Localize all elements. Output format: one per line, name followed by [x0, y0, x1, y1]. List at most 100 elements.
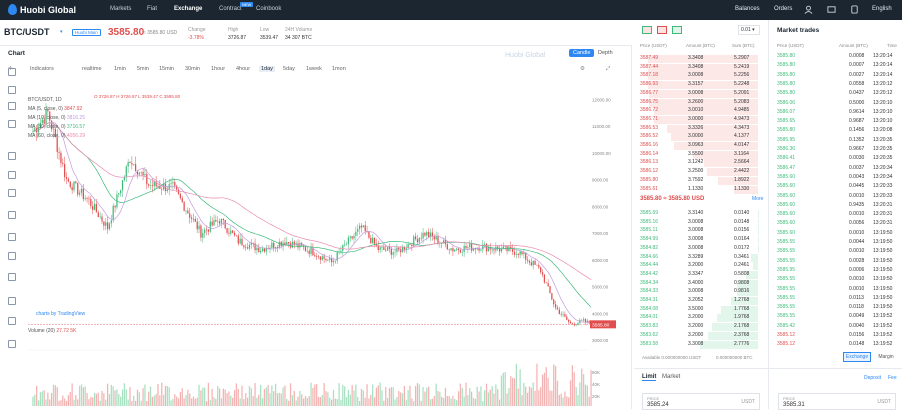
exchange-tab[interactable]: Exchange — [843, 352, 871, 362]
buy-price-input[interactable]: PRICE 3585.24 USDT — [642, 393, 760, 410]
bid-row[interactable]: 3583.83 3.2000 2.1768 — [634, 323, 766, 332]
bid-row[interactable]: 3584.44 3.2000 0.2461 — [634, 262, 766, 271]
view-asks-icon[interactable] — [657, 26, 667, 34]
trash-icon[interactable] — [8, 340, 16, 348]
language-select[interactable]: English — [872, 6, 892, 12]
tb-30min[interactable]: 30min — [185, 66, 200, 72]
arrow-back-icon[interactable] — [8, 211, 16, 219]
tb-4hour[interactable]: 4hour — [236, 66, 251, 72]
market-tab[interactable]: Market — [662, 374, 681, 380]
settings-icon[interactable]: ⚙ — [580, 66, 585, 72]
nav-markets[interactable]: Markets — [110, 6, 132, 12]
bid-row[interactable]: 3584.31 3.2052 1.2768 — [634, 297, 766, 305]
download-icon[interactable] — [850, 5, 859, 14]
volume-bar — [340, 399, 342, 406]
bid-row[interactable]: 3584.82 3.0008 0.0172 — [640, 244, 758, 253]
tb-15min[interactable]: 15min — [159, 66, 174, 72]
bid-row[interactable]: 3585.11 3.0008 0.0156 — [640, 227, 758, 236]
ask-row[interactable]: 3585.80 3.7592 1.8922 — [634, 176, 766, 185]
tb-indicators[interactable]: Indicators — [30, 66, 54, 72]
tb-realtime[interactable]: realtime — [82, 66, 102, 72]
ask-row[interactable]: 3586.71 3.0000 4.9473 — [634, 115, 766, 124]
candle-body — [573, 324, 575, 326]
ask-row[interactable]: 3586.14 3.5500 3.1164 — [634, 150, 766, 159]
nav-orders[interactable]: Orders — [774, 6, 793, 12]
pitchfork-icon[interactable] — [8, 171, 16, 179]
limit-tab[interactable]: Limit — [642, 374, 657, 381]
lock-icon[interactable] — [8, 297, 16, 305]
crosshair-icon[interactable]: ✛ — [8, 66, 13, 72]
nav-coinbook[interactable]: Coinbook — [256, 6, 282, 12]
volume-bar — [293, 390, 295, 406]
bid-row[interactable]: 3585.16 3.0008 0.0148 — [640, 218, 758, 227]
volume-bar — [97, 392, 99, 406]
sell-price-input[interactable]: PRICE 3585.31 USDT — [778, 393, 896, 410]
candlestick-chart[interactable]: 12000.00 11000.00 10000.00 9000.00 8000.00 70… — [28, 78, 620, 408]
ask-row[interactable]: 3586.16 3.0963 4.0147 — [634, 142, 766, 150]
view-bids-icon[interactable] — [672, 26, 682, 34]
ruler-icon[interactable] — [8, 233, 16, 241]
fib-icon[interactable] — [8, 189, 16, 197]
cursor-icon[interactable] — [8, 68, 16, 76]
bid-row[interactable]: 3584.99 3.0008 0.0164 — [640, 236, 758, 245]
pencil-icon[interactable] — [8, 120, 16, 128]
nav-fiat[interactable]: Fiat — [147, 6, 158, 12]
message-icon[interactable] — [827, 5, 836, 14]
candle-body — [459, 250, 462, 253]
bid-row[interactable]: 3585.69 3.3140 0.0140 — [640, 210, 758, 218]
tradingview-link[interactable]: charts by TradingView — [36, 311, 86, 317]
magnet-icon[interactable] — [8, 273, 16, 281]
ask-row[interactable]: 3586.52 3.0000 4.1377 — [634, 133, 766, 142]
nav-balances[interactable]: Balances — [735, 6, 760, 12]
chevron-down-icon[interactable]: ▾ — [60, 29, 63, 35]
trendline-icon[interactable] — [8, 86, 16, 94]
ask-row[interactable]: 3587.44 3.3408 5.2419 — [634, 63, 766, 72]
bid-row[interactable]: 3584.42 3.3347 0.5808 — [634, 270, 766, 279]
bid-row[interactable]: 3584.34 3.4000 0.9808 — [634, 279, 766, 288]
zoom-icon[interactable] — [8, 252, 16, 260]
brush-icon[interactable] — [8, 102, 16, 110]
ask-row[interactable]: 3586.12 3.2500 2.4422 — [634, 168, 766, 177]
ask-row[interactable]: 3586.13 3.1242 2.5664 — [634, 159, 766, 168]
deposit-link[interactable]: Deposit — [864, 375, 881, 381]
bid-row[interactable]: 3584.66 3.3289 0.3461 — [634, 253, 766, 262]
tb-1week[interactable]: 1week — [306, 66, 322, 72]
view-both-icon[interactable] — [642, 26, 652, 34]
fullscreen-icon[interactable]: ⤢ — [606, 66, 611, 72]
ask-row[interactable]: 3585.61 1.1330 1.1330 — [634, 185, 766, 194]
nav-exchange[interactable]: Exchange — [174, 6, 203, 12]
ask-row[interactable]: 3586.53 3.3326 4.3473 — [634, 124, 766, 133]
ask-row[interactable]: 3586.75 3.2600 5.2083 — [634, 98, 766, 107]
volume-bar — [448, 395, 450, 406]
bid-row[interactable]: 3584.08 3.5000 1.7768 — [634, 305, 766, 314]
user-icon[interactable] — [804, 5, 813, 14]
nav-contract[interactable]: Contract — [219, 6, 242, 12]
bid-row[interactable]: 3584.33 3.0008 0.9816 — [634, 288, 766, 297]
pair-selector[interactable]: BTC/USDT — [4, 27, 50, 37]
candle-button[interactable]: Candle — [569, 49, 595, 57]
tb-1min[interactable]: 1min — [114, 66, 126, 72]
more-link[interactable]: More — [752, 196, 764, 202]
fee-link[interactable]: Fee — [888, 375, 897, 381]
depth-button[interactable]: Depth — [598, 50, 613, 56]
margin-tab[interactable]: Margin — [878, 354, 894, 360]
eye-icon[interactable] — [8, 317, 16, 325]
depth-select[interactable]: 0.01 ▾ — [738, 25, 760, 35]
ask-row[interactable]: 3586.93 3.3157 5.2248 — [634, 81, 766, 90]
ask-row[interactable]: 3586.77 3.0008 5.2091 — [634, 89, 766, 98]
bid-row[interactable]: 3583.62 3.2000 2.3768 — [634, 331, 766, 340]
ask-row[interactable]: 3587.49 3.3408 5.2907 — [634, 55, 766, 63]
ask-row[interactable]: 3587.18 3.0008 5.2256 — [634, 72, 766, 81]
tb-1hour[interactable]: 1hour — [211, 66, 226, 72]
text-icon[interactable] — [8, 152, 16, 160]
huobi-logo[interactable]: Huobi Global — [8, 4, 76, 15]
trade-row: 3586.36 0.9667 13:20:35 — [777, 146, 893, 152]
stat-high: High 3726.87 — [228, 27, 247, 41]
tb-5min[interactable]: 5min — [137, 66, 149, 72]
tb-5day[interactable]: 5day — [283, 66, 295, 72]
tb-1day[interactable]: 1day — [259, 66, 275, 72]
ask-row[interactable]: 3586.72 3.0010 4.9485 — [634, 107, 766, 116]
bid-row[interactable]: 3584.01 3.2000 1.9768 — [634, 314, 766, 323]
bid-row[interactable]: 3583.58 3.3008 2.7776 — [634, 340, 766, 349]
tb-1mon[interactable]: 1mon — [332, 66, 346, 72]
